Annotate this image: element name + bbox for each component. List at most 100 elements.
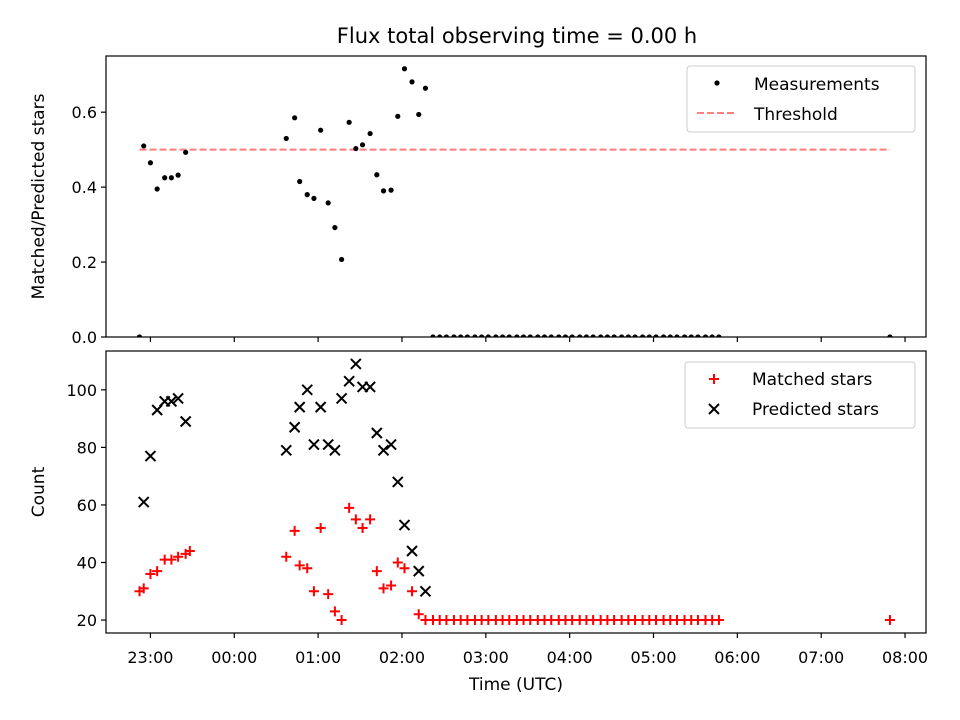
count-plot-frame <box>105 350 927 634</box>
predicted-star-point <box>385 438 397 451</box>
legend-threshold-label: Threshold <box>753 105 838 125</box>
measurement-point <box>472 334 478 337</box>
predicted-star-point <box>377 444 390 456</box>
ratio-plot-marks <box>136 66 893 337</box>
predicted-star-point <box>288 421 301 433</box>
measurement-point <box>332 224 338 231</box>
matched-star-point <box>365 514 376 525</box>
measurement-point <box>569 334 575 337</box>
measurement-point <box>304 192 310 198</box>
measurement-point <box>520 334 527 337</box>
measurement-point <box>653 334 659 337</box>
measurement-point <box>681 334 688 337</box>
x-tick-label: 04:00 <box>547 648 593 667</box>
measurement-point <box>499 334 506 337</box>
measurement-point <box>353 145 359 152</box>
matched-star-point <box>407 586 418 597</box>
predicted-star-point <box>371 427 383 439</box>
measurement-point <box>339 256 345 263</box>
measurement-point <box>493 334 499 337</box>
y-tick-label: 0.4 <box>72 178 97 197</box>
predicted-star-point <box>335 392 348 405</box>
matched-star-point <box>329 606 340 617</box>
x-tick-label: 03:00 <box>463 648 509 667</box>
matched-star-point <box>386 580 397 591</box>
predicted-star-point <box>343 375 355 387</box>
matched-star-point <box>302 563 313 574</box>
measurement-point <box>709 334 715 337</box>
x-tick-label: 01:00 <box>295 648 341 667</box>
measurement-point <box>162 175 168 181</box>
matched-star-point <box>371 566 382 577</box>
legend-matched-label: Matched stars <box>752 370 872 390</box>
measurement-point <box>311 195 317 201</box>
predicted-star-point <box>364 381 376 393</box>
ratio-plot: 0.0 0.2 0.4 0.6 Matched/Predicted stars Measu… <box>29 55 927 347</box>
x-tick-label: 23:00 <box>127 648 173 667</box>
measurement-point <box>604 334 610 337</box>
measurement-point <box>527 334 533 337</box>
predicted-star-point <box>413 565 425 577</box>
measurement-point <box>422 85 429 91</box>
matched-star-point <box>289 525 300 536</box>
matched-star-point <box>399 563 410 574</box>
x-tick-label: 08:00 <box>882 648 928 667</box>
measurement-point <box>695 334 701 337</box>
legend-measurements-label: Measurements <box>754 75 880 95</box>
measurement-point <box>716 334 722 337</box>
x-tick-label: 00:00 <box>211 648 257 667</box>
y-tick-label: 60 <box>77 496 97 515</box>
y-tick-label: 0.2 <box>72 253 97 272</box>
legend-measurement-marker <box>714 80 720 86</box>
measurement-point <box>535 334 541 337</box>
measurement-point <box>646 334 652 337</box>
matched-star-point <box>392 557 403 568</box>
matched-star-point <box>173 551 184 562</box>
count-plot: 20 40 60 80 100 23:00 00:00 01:00 02:00 03:00 04:0… <box>29 350 928 695</box>
count-legend: Matched stars Predicted stars <box>684 361 916 429</box>
measurement-point <box>380 188 387 194</box>
measurement-point <box>660 334 667 337</box>
matched-star-point <box>357 522 368 533</box>
measurement-point <box>147 160 154 166</box>
legend-predicted-label: Predicted stars <box>752 400 879 420</box>
ratio-legend: Measurements Threshold <box>686 65 916 133</box>
measurement-point <box>611 334 617 337</box>
measurement-point <box>625 334 631 337</box>
predicted-star-point <box>179 415 192 428</box>
matched-star-point <box>308 586 319 597</box>
measurement-point <box>359 142 366 148</box>
predicted-star-point <box>350 358 362 370</box>
matched-star-point <box>166 554 177 565</box>
count-plot-marks <box>134 358 895 626</box>
measurement-point <box>619 334 625 337</box>
legend-predicted-marker <box>708 403 720 415</box>
measurement-point <box>541 334 548 337</box>
predicted-star-point <box>301 384 313 396</box>
measurement-point <box>702 334 709 337</box>
measurement-point <box>168 175 174 181</box>
matched-star-point <box>152 566 163 577</box>
measurement-point <box>437 334 443 337</box>
measurement-point <box>395 113 401 119</box>
measurement-point <box>416 111 422 118</box>
predicted-star-point <box>406 545 418 557</box>
matched-star-point <box>294 560 305 571</box>
measurement-point <box>154 186 160 192</box>
measurement-point <box>367 130 373 137</box>
matched-star-point <box>713 615 724 626</box>
measurement-point <box>409 79 415 85</box>
legend-box <box>686 65 916 133</box>
predicted-star-point <box>314 401 327 413</box>
measurement-point <box>556 334 562 337</box>
y-tick-label: 100 <box>66 381 97 400</box>
measurement-point <box>283 135 289 142</box>
chart-title: Flux total observing time = 0.00 h <box>337 24 697 48</box>
x-tick-label: 07:00 <box>798 648 844 667</box>
measurement-point <box>688 334 694 337</box>
y-tick-label: 20 <box>77 611 97 630</box>
measurement-point <box>514 334 520 337</box>
measurement-point <box>590 334 596 337</box>
measurement-point <box>458 334 464 337</box>
